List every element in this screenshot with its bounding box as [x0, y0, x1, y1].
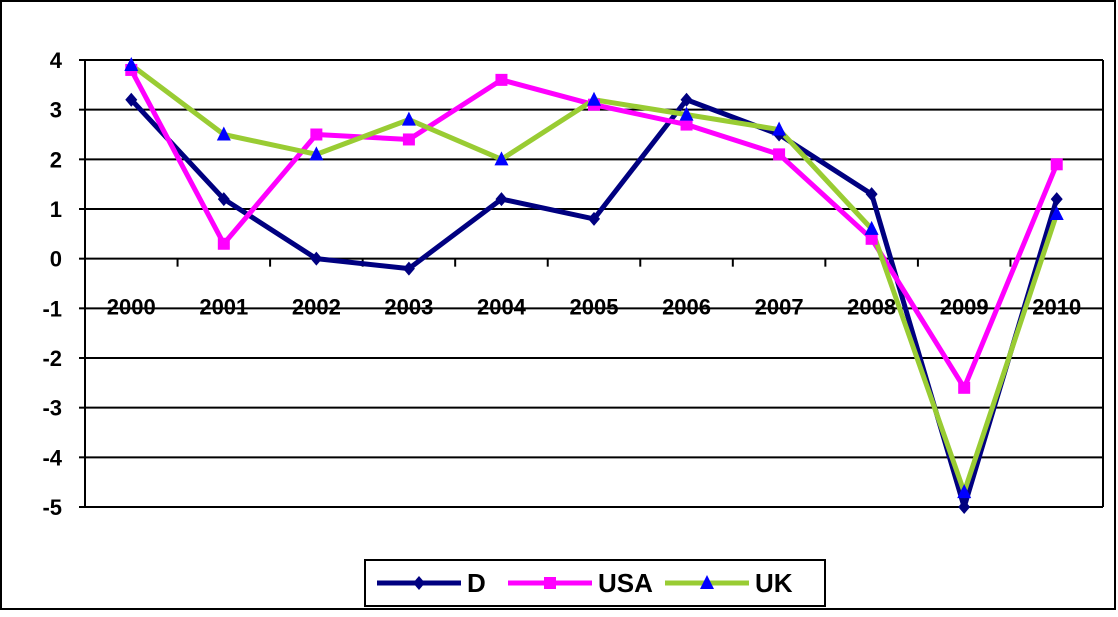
y-tick-label: 2 — [50, 147, 62, 172]
y-tick-label: -4 — [42, 445, 62, 470]
legend-marker-usa — [544, 577, 556, 589]
data-point-uk — [587, 91, 601, 106]
y-tick-label: -5 — [42, 495, 62, 520]
data-point-uk — [309, 146, 324, 161]
data-point-d — [310, 251, 323, 266]
y-tick-label: 4 — [50, 48, 63, 73]
data-point-d — [217, 192, 230, 207]
y-tick-label: -2 — [42, 346, 62, 371]
data-point-usa — [402, 133, 415, 146]
x-tick-label: 2001 — [199, 295, 248, 320]
data-point-usa — [1050, 158, 1063, 171]
data-point-d — [125, 92, 138, 107]
data-point-usa — [495, 73, 508, 86]
data-point-uk — [1049, 205, 1064, 220]
x-tick-label: 2007 — [755, 295, 804, 320]
x-tick-label: 2006 — [662, 295, 711, 320]
data-point-usa — [680, 118, 693, 131]
x-tick-label: 2004 — [477, 295, 527, 320]
y-tick-label: 0 — [50, 247, 62, 272]
y-tick-label: 1 — [50, 197, 62, 222]
data-point-uk — [957, 484, 972, 499]
data-point-uk — [124, 56, 139, 71]
legend-marker-uk — [700, 575, 714, 589]
data-point-d — [865, 187, 878, 202]
data-point-uk — [864, 220, 879, 235]
data-point-usa — [958, 381, 971, 394]
series-lines — [124, 56, 1064, 514]
x-tick-label: 2000 — [107, 295, 156, 320]
data-point-uk — [494, 151, 509, 166]
x-tick-label: 2010 — [1032, 295, 1081, 320]
data-point-uk — [679, 106, 694, 121]
legend-label-d: D — [467, 568, 486, 598]
legend-label-usa: USA — [598, 568, 653, 598]
x-tick-label: 2008 — [847, 295, 896, 320]
y-tick-label: -1 — [42, 296, 62, 321]
data-point-usa — [773, 148, 786, 161]
x-tick-label: 2009 — [940, 295, 989, 320]
data-point-usa — [217, 237, 230, 250]
gridlines — [85, 59, 1103, 508]
y-tick-label: 3 — [50, 98, 62, 123]
data-point-uk — [216, 126, 231, 141]
data-point-d — [1050, 192, 1063, 207]
x-tick-label: 2003 — [384, 295, 433, 320]
data-point-d — [495, 192, 508, 207]
legend-marker-d — [413, 576, 425, 590]
data-point-d — [588, 211, 600, 226]
data-point-uk — [401, 111, 416, 126]
data-point-d — [958, 500, 971, 514]
data-point-usa — [310, 128, 323, 141]
legend: D USA UK — [364, 559, 826, 607]
axes: 4 3 2 1 0 -1 -2 -3 -4 -5 2000 2001 2002 2003 2004 2005 2… — [42, 48, 1104, 520]
x-tick-label: 2005 — [570, 295, 619, 320]
y-tick-label: -3 — [42, 396, 62, 421]
data-point-usa — [865, 232, 878, 245]
data-point-d — [680, 92, 693, 107]
data-point-uk — [772, 121, 787, 136]
legend-label-uk: UK — [755, 568, 793, 598]
data-point-d — [402, 261, 415, 276]
x-tick-label: 2002 — [292, 295, 341, 320]
